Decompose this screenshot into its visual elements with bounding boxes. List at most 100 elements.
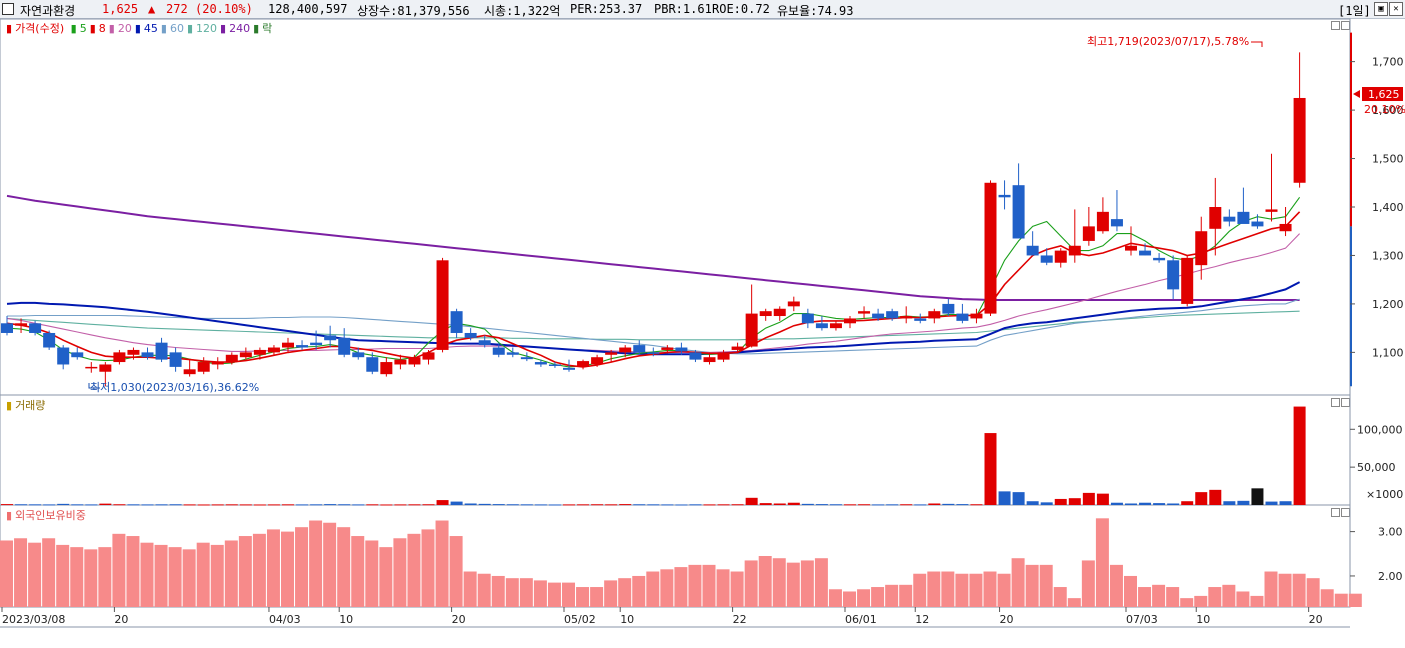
volume-bar[interactable] bbox=[914, 504, 927, 506]
candle-body[interactable] bbox=[872, 313, 885, 319]
candle-body[interactable] bbox=[886, 311, 899, 319]
foreign-ratio-bar[interactable] bbox=[56, 544, 70, 607]
foreign-ratio-bar[interactable] bbox=[28, 542, 42, 607]
volume-bar[interactable] bbox=[1223, 501, 1236, 505]
foreign-ratio-bar[interactable] bbox=[421, 529, 435, 607]
candle-body[interactable] bbox=[534, 362, 547, 365]
volume-bar[interactable] bbox=[773, 503, 786, 505]
foreign-ratio-bar[interactable] bbox=[449, 536, 463, 607]
candle-body[interactable] bbox=[408, 357, 421, 365]
foreign-ratio-bar[interactable] bbox=[1222, 584, 1236, 607]
foreign-ratio-bar[interactable] bbox=[14, 538, 28, 607]
volume-bar[interactable] bbox=[998, 491, 1011, 505]
foreign-ratio-bar[interactable] bbox=[463, 571, 477, 607]
foreign-ratio-bar[interactable] bbox=[927, 571, 941, 607]
volume-bar[interactable] bbox=[1279, 501, 1292, 505]
foreign-ratio-bar[interactable] bbox=[1067, 598, 1081, 607]
volume-pane-minimize-icon[interactable] bbox=[1331, 398, 1340, 407]
foreign-ratio-bar[interactable] bbox=[1292, 573, 1306, 607]
candle-body[interactable] bbox=[689, 352, 702, 360]
volume-bar[interactable] bbox=[492, 504, 505, 506]
foreign-ratio-bar[interactable] bbox=[210, 544, 224, 607]
candle-body[interactable] bbox=[1293, 97, 1306, 183]
volume-bar[interactable] bbox=[1265, 501, 1278, 505]
foreign-ratio-bar[interactable] bbox=[112, 533, 126, 607]
foreign-ratio-bar[interactable] bbox=[857, 589, 871, 607]
volume-bar[interactable] bbox=[464, 503, 477, 505]
foreign-ratio-bar[interactable] bbox=[168, 547, 182, 607]
foreign-ratio-bar[interactable] bbox=[505, 578, 519, 607]
candle-body[interactable] bbox=[380, 362, 393, 375]
volume-bar[interactable] bbox=[71, 504, 84, 506]
foreign-ratio-bar[interactable] bbox=[772, 558, 786, 607]
candle-body[interactable] bbox=[633, 345, 646, 353]
candle-body[interactable] bbox=[239, 352, 252, 358]
candle-body[interactable] bbox=[1209, 207, 1222, 229]
foreign-ratio-bar[interactable] bbox=[1194, 595, 1208, 607]
candle-body[interactable] bbox=[1265, 209, 1278, 212]
ma-legend-label[interactable]: 5 bbox=[79, 22, 87, 35]
foreign-ratio-bar[interactable] bbox=[1208, 587, 1222, 607]
foreign-ratio-bar[interactable] bbox=[224, 540, 238, 607]
restore-icon[interactable]: ▣ bbox=[1374, 2, 1388, 16]
volume-bar[interactable] bbox=[1181, 501, 1194, 505]
foreign-ratio-bar[interactable] bbox=[1095, 518, 1109, 607]
ma-legend-label[interactable]: 8 bbox=[98, 22, 106, 35]
volume-bar[interactable] bbox=[633, 504, 646, 506]
volume-bar[interactable] bbox=[829, 504, 842, 506]
foreign-ratio-bar[interactable] bbox=[1138, 587, 1152, 607]
volume-bar[interactable] bbox=[605, 504, 618, 506]
volume-bar[interactable] bbox=[1139, 502, 1152, 505]
volume-bar[interactable] bbox=[717, 504, 730, 506]
volume-bar[interactable] bbox=[29, 504, 42, 506]
candle-body[interactable] bbox=[141, 352, 154, 358]
foreign-ratio-bar[interactable] bbox=[1081, 560, 1095, 607]
volume-bar[interactable] bbox=[15, 504, 28, 506]
foreign-ratio-bar[interactable] bbox=[800, 560, 814, 607]
candle-body[interactable] bbox=[801, 313, 814, 324]
foreign-ratio-bar[interactable] bbox=[1348, 593, 1362, 607]
candle-body[interactable] bbox=[310, 342, 323, 346]
volume-bar[interactable] bbox=[296, 504, 309, 506]
foreign-ratio-bar[interactable] bbox=[252, 533, 266, 607]
volume-bar[interactable] bbox=[661, 504, 674, 506]
candle-body[interactable] bbox=[1223, 216, 1236, 222]
candle-body[interactable] bbox=[591, 357, 604, 365]
volume-bar[interactable] bbox=[844, 504, 856, 506]
volume-bar[interactable] bbox=[169, 504, 182, 506]
volume-bar[interactable] bbox=[1125, 503, 1137, 505]
volume-bar[interactable] bbox=[408, 504, 421, 506]
foreign-ratio-bar[interactable] bbox=[182, 549, 196, 607]
candle-body[interactable] bbox=[703, 357, 716, 363]
volume-bar[interactable] bbox=[1209, 489, 1222, 505]
volume-bar[interactable] bbox=[282, 504, 294, 506]
foreign-ratio-bar[interactable] bbox=[1152, 584, 1166, 607]
foreign-ratio-bar[interactable] bbox=[435, 520, 449, 607]
volume-bar[interactable] bbox=[1054, 498, 1067, 505]
volume-bar[interactable] bbox=[239, 504, 252, 506]
foreign-ratio-bar[interactable] bbox=[955, 573, 969, 607]
volume-bar[interactable] bbox=[1237, 500, 1250, 505]
volume-bar[interactable] bbox=[801, 503, 814, 505]
candle-body[interactable] bbox=[520, 357, 533, 360]
candle-body[interactable] bbox=[1026, 245, 1039, 256]
candle-body[interactable] bbox=[998, 194, 1011, 198]
foreign-ratio-bar[interactable] bbox=[1025, 564, 1039, 607]
foreign-ratio-bar[interactable] bbox=[98, 547, 112, 607]
candle-body[interactable] bbox=[450, 311, 463, 333]
candle-body[interactable] bbox=[464, 332, 477, 338]
foreign-ratio-bar[interactable] bbox=[997, 573, 1011, 607]
foreign-ratio-bar[interactable] bbox=[983, 571, 997, 607]
foreign-ratio-bar[interactable] bbox=[1320, 589, 1334, 607]
candle-body[interactable] bbox=[422, 352, 435, 360]
foreign-ratio-bar[interactable] bbox=[688, 564, 702, 607]
candle-body[interactable] bbox=[1153, 257, 1166, 261]
volume-bar[interactable] bbox=[548, 504, 561, 506]
candle-body[interactable] bbox=[815, 323, 828, 329]
volume-bar[interactable] bbox=[1153, 503, 1166, 505]
candle-body[interactable] bbox=[731, 346, 744, 350]
volume-bar[interactable] bbox=[57, 503, 70, 505]
candle-body[interactable] bbox=[1279, 223, 1292, 232]
candle-body[interactable] bbox=[1195, 231, 1208, 266]
candle-body[interactable] bbox=[1251, 221, 1264, 227]
